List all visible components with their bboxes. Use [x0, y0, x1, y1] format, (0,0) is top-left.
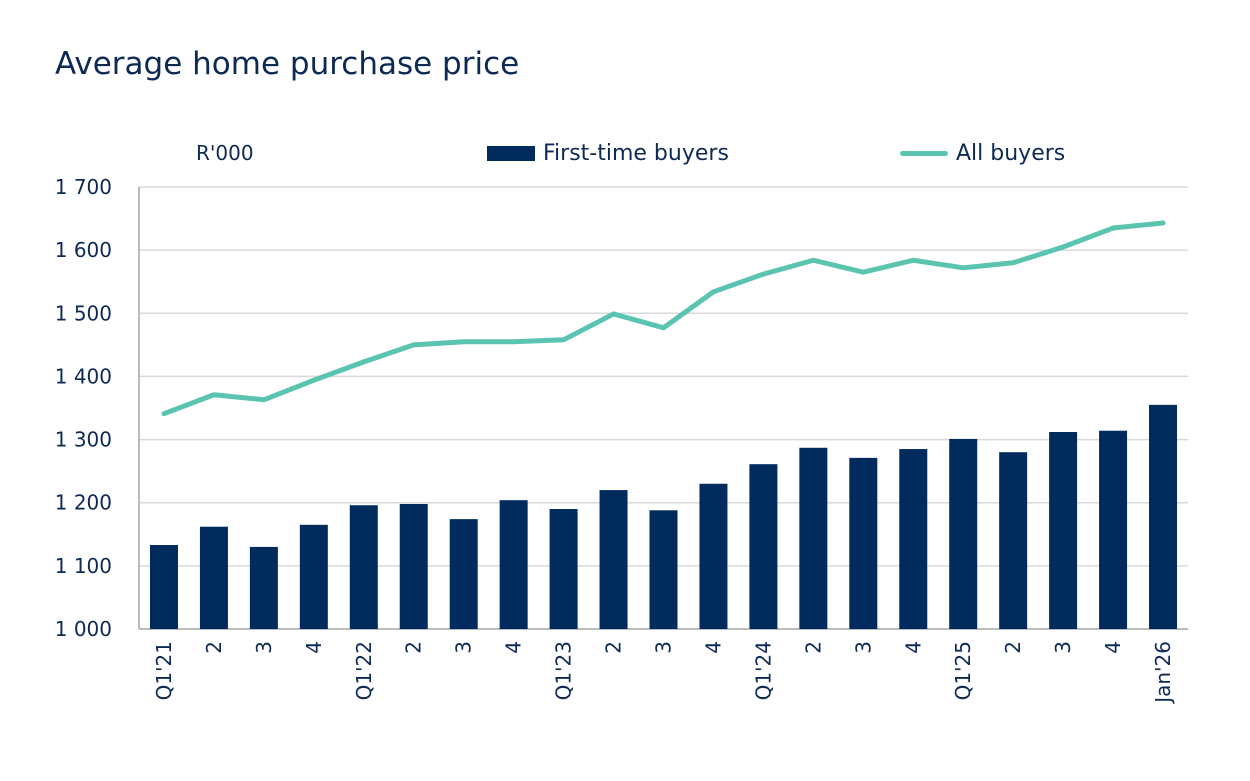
line-all-buyers [161, 220, 1166, 417]
x-tick-label: 2 [202, 641, 226, 654]
unit-label: R'000 [196, 141, 254, 165]
bar-first-time-buyers [1099, 430, 1128, 629]
x-tick-label: Q1'22 [352, 641, 376, 700]
bar-first-time-buyers [249, 546, 278, 629]
y-tick-label: 1 200 [55, 491, 112, 515]
bar-first-time-buyers [899, 449, 928, 629]
bar-first-time-buyers [949, 438, 978, 629]
x-tick-label: 3 [652, 641, 676, 654]
bar-first-time-buyers [349, 505, 378, 629]
bar-first-time-buyers [399, 503, 428, 629]
bar-first-time-buyers [1049, 431, 1078, 629]
bar-first-time-buyers [799, 447, 828, 629]
bar-first-time-buyers [149, 545, 178, 629]
x-tick-label: 4 [701, 641, 725, 654]
y-tick-label: 1 300 [55, 428, 112, 452]
x-tick-label: 2 [1001, 641, 1025, 654]
x-tick-label: 4 [901, 641, 925, 654]
y-tick-label: 1 400 [55, 364, 112, 388]
bar-first-time-buyers [449, 519, 478, 629]
y-tick-label: 1 000 [55, 617, 112, 641]
bar-first-time-buyers [749, 464, 778, 629]
y-tick-label: 1 700 [55, 175, 112, 199]
x-tick-label: 4 [302, 641, 326, 654]
x-tick-label: 2 [402, 641, 426, 654]
x-tick-label: Q1'23 [552, 641, 576, 700]
bar-first-time-buyers [1149, 404, 1178, 629]
bar-first-time-buyers [649, 510, 678, 629]
x-tick-label: 3 [252, 641, 276, 654]
bar-first-time-buyers [549, 509, 578, 629]
bar-first-time-buyers [499, 500, 528, 629]
x-tick-label: Q1'25 [951, 641, 975, 700]
legend-label: First-time buyers [543, 141, 729, 166]
legend-label: All buyers [956, 141, 1066, 166]
x-tick-label: Q1'24 [751, 641, 775, 700]
x-tick-label: 3 [452, 641, 476, 654]
y-tick-label: 1 600 [55, 238, 112, 262]
x-tick-label: Q1'21 [152, 641, 176, 700]
bar-first-time-buyers [699, 483, 728, 629]
bar-first-time-buyers [199, 526, 228, 629]
bar-first-time-buyers [299, 524, 328, 629]
bar-first-time-buyers [599, 490, 628, 629]
x-tick-label: 3 [851, 641, 875, 654]
x-tick-label: 2 [801, 641, 825, 654]
chart-title: Average home purchase price [55, 46, 520, 82]
x-tick-label: 4 [1101, 641, 1125, 654]
bar-first-time-buyers [849, 457, 878, 629]
legend-swatch-bar [487, 146, 535, 161]
x-tick-label: 3 [1051, 641, 1075, 654]
y-tick-label: 1 500 [55, 301, 112, 325]
legend-item-all-buyers: All buyers [900, 141, 1065, 166]
legend-item-first-time-buyers: First-time buyers [487, 141, 729, 166]
legend-swatch-line [900, 151, 948, 156]
x-tick-label: 4 [502, 641, 526, 654]
x-tick-label: Jan'26 [1151, 641, 1175, 705]
bar-first-time-buyers [999, 452, 1028, 629]
x-tick-label: 2 [602, 641, 626, 654]
y-tick-label: 1 100 [55, 554, 112, 578]
